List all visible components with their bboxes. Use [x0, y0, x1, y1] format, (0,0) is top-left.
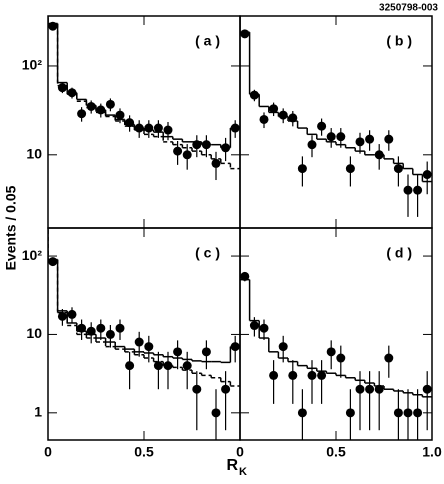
- data-point: [384, 134, 394, 144]
- data-point: [307, 370, 317, 380]
- data-point: [221, 384, 231, 394]
- panel: [240, 16, 432, 217]
- panel-label: ( b ): [386, 33, 412, 49]
- data-point: [173, 347, 183, 357]
- data-point: [393, 164, 403, 174]
- data-point: [374, 384, 384, 394]
- data-point: [422, 384, 432, 394]
- data-point: [317, 370, 327, 380]
- x-axis-label-sub: K: [239, 466, 247, 478]
- data-point: [153, 123, 163, 133]
- data-point: [163, 361, 173, 371]
- data-point: [345, 408, 355, 418]
- data-point: [125, 361, 135, 371]
- data-point: [48, 257, 58, 267]
- data-point: [86, 326, 96, 336]
- data-point: [413, 408, 423, 418]
- data-point: [336, 132, 346, 142]
- data-point: [86, 101, 96, 111]
- panel-label: ( d ): [386, 245, 412, 261]
- x-tick-label: 0: [44, 444, 52, 460]
- hist-riser: [240, 228, 424, 397]
- data-point: [77, 109, 87, 119]
- data-point: [211, 158, 221, 168]
- data-point: [288, 370, 298, 380]
- data-point: [67, 309, 77, 319]
- data-point: [355, 137, 365, 147]
- data-point: [403, 185, 413, 195]
- data-point: [105, 99, 115, 109]
- hist-riser: [240, 16, 424, 182]
- data-point: [249, 90, 259, 100]
- data-point: [134, 337, 144, 347]
- data-point: [105, 329, 115, 339]
- data-point: [269, 104, 279, 114]
- data-point: [96, 323, 106, 333]
- data-point: [384, 353, 394, 363]
- data-point: [182, 150, 192, 160]
- data-point: [365, 384, 375, 394]
- data-point: [355, 384, 365, 394]
- data-point: [115, 323, 125, 333]
- panel-frame: [239, 227, 433, 441]
- data-point: [211, 408, 221, 418]
- data-point: [336, 353, 346, 363]
- x-tick-label: 1.0: [422, 444, 442, 460]
- y-tick-label: 10: [26, 325, 42, 341]
- data-point: [269, 370, 279, 380]
- data-point: [278, 342, 288, 352]
- data-point: [259, 323, 269, 333]
- data-point: [249, 321, 259, 331]
- data-point: [413, 185, 423, 195]
- data-point: [144, 342, 154, 352]
- data-point: [393, 408, 403, 418]
- data-point: [326, 347, 336, 357]
- data-point: [153, 361, 163, 371]
- data-point: [240, 29, 250, 39]
- data-point: [173, 146, 183, 156]
- y-tick-label: 10: [26, 146, 42, 162]
- data-point: [345, 164, 355, 174]
- data-point: [144, 123, 154, 133]
- data-point: [115, 110, 125, 120]
- data-point: [297, 164, 307, 174]
- figure-id: 3250798-003: [379, 3, 438, 14]
- panel: [48, 228, 240, 440]
- y-axis-label: Events / 0.05: [3, 185, 19, 270]
- hist-riser: [48, 228, 232, 386]
- x-tick-label: 0.5: [134, 444, 154, 460]
- data-point: [403, 408, 413, 418]
- x-axis-label: R: [226, 457, 238, 474]
- data-point: [163, 125, 173, 135]
- data-point: [240, 271, 250, 281]
- data-point: [182, 361, 192, 371]
- data-point: [365, 134, 375, 144]
- data-point: [201, 347, 211, 357]
- data-point: [259, 114, 269, 124]
- y-tick-label: 10²: [22, 57, 43, 73]
- data-point: [57, 83, 67, 93]
- data-point: [57, 311, 67, 321]
- data-point: [297, 408, 307, 418]
- panel-label: ( c ): [195, 245, 220, 261]
- data-point: [326, 132, 336, 142]
- y-tick-label: 10²: [22, 247, 43, 263]
- data-point: [288, 113, 298, 123]
- panel: [48, 16, 240, 181]
- data-point: [192, 384, 202, 394]
- data-point: [307, 140, 317, 150]
- data-point: [278, 110, 288, 120]
- data-point: [422, 170, 432, 180]
- x-tick-label: 0: [236, 444, 244, 460]
- x-tick-label: 0.5: [326, 444, 346, 460]
- panel-label: ( a ): [195, 33, 220, 49]
- data-point: [317, 121, 327, 131]
- panel: [240, 228, 432, 440]
- hist-riser: [48, 16, 232, 169]
- y-tick-label: 1: [34, 404, 42, 420]
